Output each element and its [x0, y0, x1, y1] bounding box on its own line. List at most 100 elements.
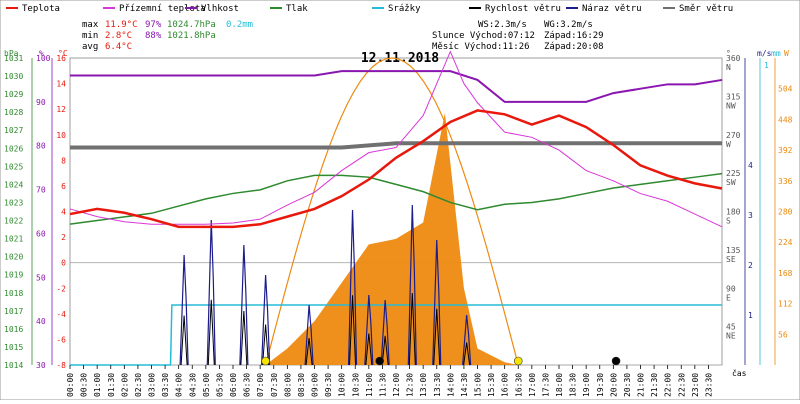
solar-tick: 448 [778, 115, 793, 124]
series-tlak [69, 172, 723, 225]
legend-label-2: Vlhkost [201, 4, 239, 14]
temperature-tick: 6 [61, 182, 66, 191]
wind-speed-spike [463, 342, 471, 366]
info-moon: Měsíc Východ:11:26 [432, 42, 530, 52]
gust-spike [304, 304, 314, 366]
series-přízemní-teplota [69, 50, 723, 228]
legend-label-4: Srážky [388, 4, 421, 14]
x-tick-label: 18:00 [555, 373, 564, 397]
x-tick-label: 21:00 [637, 373, 646, 397]
humidity-tick: 70 [36, 186, 46, 195]
wind-speed-spike [349, 295, 357, 366]
solar-tick: 280 [778, 208, 793, 217]
unit-ms: m/s [757, 49, 772, 58]
wind-speed-spike [305, 337, 313, 366]
pressure-tick: 1017 [4, 307, 23, 316]
wind-tick: 2 [748, 261, 753, 270]
stat-min-label: min [82, 31, 98, 41]
legend-label-1: Přízemní teplota [119, 4, 206, 14]
wind-speed-spike [365, 333, 373, 366]
moonrise-marker [375, 356, 385, 366]
x-tick-label: 01:30 [107, 373, 116, 397]
series-směr-větru [70, 141, 722, 150]
plot-layer: 1014101510161017101810191020102110221023… [4, 50, 793, 397]
pressure-tick: 1022 [4, 217, 23, 226]
wind-tick: 3 [748, 211, 753, 220]
x-tick-label: 21:30 [650, 373, 659, 397]
direction-name: SW [726, 178, 736, 187]
direction-tick: 90 [726, 284, 736, 293]
wind-speed-spike [381, 335, 389, 366]
series-vlhkost [70, 70, 723, 103]
solar-tick: 168 [778, 269, 793, 278]
legend-label-6: Náraz větru [582, 4, 642, 14]
x-tick-label: 15:00 [474, 373, 483, 397]
x-tick-label: 13:30 [433, 373, 442, 397]
info-sun-set: Západ:16:29 [544, 31, 604, 41]
wind-speed-spike [433, 308, 441, 366]
stat-min-hum: 88% [145, 31, 162, 41]
direction-tick: 45 [726, 323, 736, 332]
info-ws: WS:2.3m/s [478, 20, 527, 30]
wind-speed-spike [240, 310, 248, 366]
direction-name: W [726, 140, 731, 149]
pressure-tick: 1031 [4, 54, 23, 63]
x-tick-label: 20:00 [609, 373, 618, 397]
pressure-tick: 1014 [4, 361, 23, 370]
gust-spike [462, 314, 472, 366]
x-tick-label: 03:30 [161, 373, 170, 397]
pressure-tick: 1016 [4, 325, 23, 334]
temperature-tick: 4 [61, 208, 66, 217]
direction-tick: 360 [726, 54, 741, 63]
x-tick-label: 04:00 [175, 373, 184, 397]
pressure-tick: 1021 [4, 235, 23, 244]
direction-tick: 315 [726, 92, 741, 101]
direction-name: N [726, 63, 731, 72]
x-tick-label: 05:30 [215, 373, 224, 397]
series-teplota [69, 109, 723, 229]
temperature-tick: -8 [56, 361, 66, 370]
humidity-tick: 40 [36, 317, 46, 326]
pressure-tick: 1018 [4, 289, 23, 298]
stat-rain: 0.2mm [226, 20, 253, 30]
unit-hpa: hPa [4, 49, 19, 58]
gust-spike [179, 254, 189, 366]
x-tick-label: 17:00 [528, 373, 537, 397]
pressure-tick: 1020 [4, 253, 23, 262]
solar-tick: 112 [778, 300, 793, 309]
series-rain [70, 304, 722, 366]
stat-avg-label: avg [82, 42, 98, 52]
x-tick-label: 20:30 [623, 373, 632, 397]
unit-degc: °C [58, 49, 68, 58]
pressure-tick: 1025 [4, 162, 23, 171]
temperature-tick: 10 [56, 131, 66, 140]
gust-spike [239, 244, 249, 366]
pressure-tick: 1030 [4, 72, 23, 81]
x-tick-label: 00:30 [80, 373, 89, 397]
x-tick-label: 19:00 [582, 373, 591, 397]
stat-max-temp: 11.9°C [105, 20, 138, 30]
legend-label-3: Tlak [286, 4, 308, 14]
x-tick-label: 18:30 [569, 373, 578, 397]
pressure-tick: 1015 [4, 343, 23, 352]
gust-spike [380, 299, 390, 366]
humidity-tick: 60 [36, 229, 46, 238]
wind-speed-spike [262, 324, 270, 366]
direction-name: NW [726, 101, 736, 110]
solar-tick: 504 [778, 85, 793, 94]
legend-label-0: Teplota [22, 4, 60, 14]
unit-w: W [784, 49, 789, 58]
x-tick-label: 06:00 [229, 373, 238, 397]
temperature-tick: 16 [56, 54, 66, 63]
temperature-tick: 8 [61, 156, 66, 165]
unit-mm: mm [771, 49, 781, 58]
x-tick-label: 11:00 [365, 373, 374, 397]
chart-title: 12.11.2018 [361, 51, 439, 66]
temperature-tick: 0 [61, 259, 66, 268]
direction-tick: 180 [726, 208, 741, 217]
wind-tick: 1 [748, 311, 753, 320]
rain-tick: 1 [764, 61, 769, 70]
